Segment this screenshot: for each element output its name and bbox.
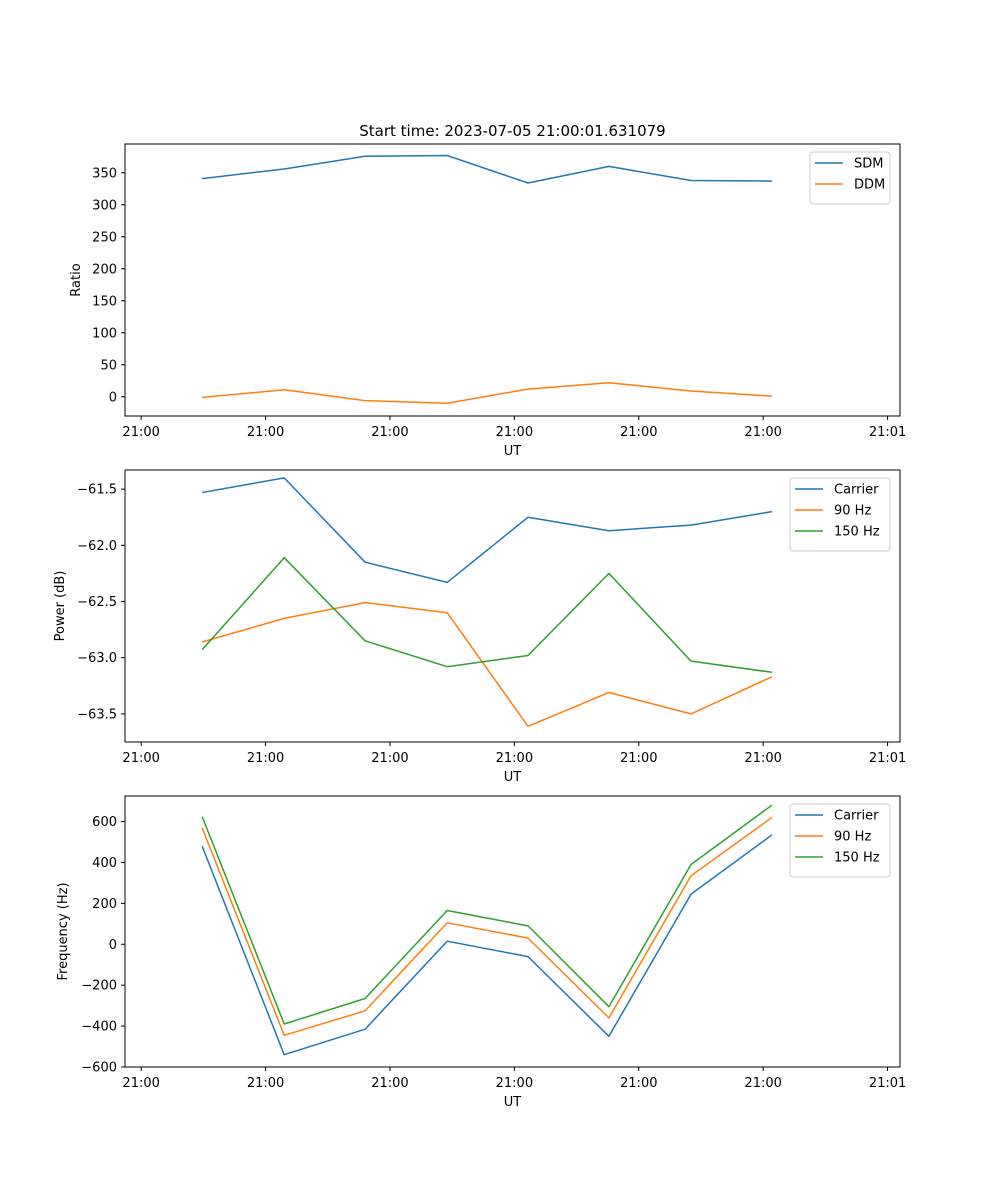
legend-label: Carrier	[834, 483, 879, 498]
y-tick-label: 300	[92, 198, 117, 213]
x-axis-label: UT	[504, 444, 522, 459]
x-tick-label: 21:00	[371, 425, 408, 440]
subplot-3: 21:00 21:00 21:00 21:00 21:00 21:00 21:01 −600 −…	[56, 795, 906, 1110]
legend-box	[809, 151, 891, 205]
x-tick-label: 21:00	[496, 425, 533, 440]
legend-label: SDM	[854, 157, 883, 172]
x-tick-label: 21:00	[122, 1076, 159, 1091]
y-tick-label: 0	[109, 390, 117, 405]
figure-title: Start time: 2023-07-05 21:00:01.631079	[359, 122, 665, 140]
legend-box	[789, 477, 891, 552]
y-tick-label: −600	[81, 1061, 117, 1076]
y-tick-label: 50	[100, 358, 117, 373]
x-tick-label: 21:01	[869, 425, 906, 440]
y-tick-label: 400	[92, 856, 117, 871]
y-tick-label: −63.5	[77, 707, 117, 722]
legend: Carrier 90 Hz 150 Hz	[789, 803, 891, 878]
series-line-carrier	[201, 834, 773, 1056]
axes-frame	[124, 469, 901, 743]
series-line-90-hz	[201, 816, 773, 1037]
legend-label: 150 Hz	[834, 525, 880, 540]
series-line-sdm	[202, 154, 772, 184]
y-axis-label: Ratio	[69, 263, 84, 296]
y-tick-label: 200	[92, 262, 117, 277]
y-axis-label: Power (dB)	[53, 571, 68, 642]
x-tick-label: 21:00	[620, 751, 657, 766]
y-tick-label: −61.5	[77, 483, 117, 498]
x-tick-label: 21:00	[496, 751, 533, 766]
legend-label: DDM	[854, 178, 885, 193]
x-tick-label: 21:00	[247, 751, 284, 766]
series-line-150-hz	[201, 804, 773, 1025]
legend-box	[789, 803, 891, 878]
legend: Carrier 90 Hz 150 Hz	[789, 477, 891, 552]
legend-label: 90 Hz	[834, 504, 871, 519]
x-tick-label: 21:00	[122, 751, 159, 766]
x-axis-label: UT	[504, 770, 522, 785]
y-tick-label: 350	[92, 166, 117, 181]
x-tick-label: 21:00	[371, 751, 408, 766]
series-line-90-hz	[201, 601, 773, 728]
axes-frame	[124, 795, 901, 1068]
x-tick-label: 21:00	[247, 1076, 284, 1091]
series-line-ddm	[202, 381, 772, 404]
plots-container: 21:00 21:00 21:00 21:00 21:00 21:00 21:01 0 50 10…	[53, 143, 906, 1110]
x-axis-label: UT	[504, 1095, 522, 1110]
subplot-1: 21:00 21:00 21:00 21:00 21:00 21:00 21:01 0 50 10…	[69, 143, 906, 459]
x-tick-label: 21:00	[620, 425, 657, 440]
y-tick-label: 600	[92, 815, 117, 830]
series-line-carrier	[201, 477, 773, 584]
y-tick-label: −400	[81, 1020, 117, 1035]
x-tick-label: 21:00	[496, 1076, 533, 1091]
legend-label: 150 Hz	[834, 851, 880, 866]
x-tick-label: 21:00	[122, 425, 159, 440]
legend-label: 90 Hz	[834, 830, 871, 845]
legend: SDM DDM	[809, 151, 891, 205]
y-tick-label: 200	[92, 897, 117, 912]
y-tick-label: 250	[92, 230, 117, 245]
series-line-150-hz	[201, 556, 773, 674]
x-tick-label: 21:00	[620, 1076, 657, 1091]
y-tick-label: 150	[92, 294, 117, 309]
y-tick-label: −62.5	[77, 595, 117, 610]
y-tick-label: 0	[109, 938, 117, 953]
y-axis-label: Frequency (Hz)	[56, 882, 71, 980]
x-tick-label: 21:00	[247, 425, 284, 440]
x-tick-label: 21:00	[744, 1076, 781, 1091]
axes-frame	[124, 143, 901, 417]
y-tick-label: −200	[81, 979, 117, 994]
x-tick-label: 21:00	[371, 1076, 408, 1091]
subplot-2: 21:00 21:00 21:00 21:00 21:00 21:00 21:01 −63.5…	[53, 469, 906, 785]
y-tick-label: 100	[92, 326, 117, 341]
x-tick-label: 21:01	[869, 751, 906, 766]
x-tick-label: 21:00	[744, 751, 781, 766]
legend-label: Carrier	[834, 809, 879, 824]
x-tick-label: 21:00	[744, 425, 781, 440]
x-tick-label: 21:01	[869, 1076, 906, 1091]
y-tick-label: −62.0	[77, 539, 117, 554]
y-tick-label: −63.0	[77, 651, 117, 666]
